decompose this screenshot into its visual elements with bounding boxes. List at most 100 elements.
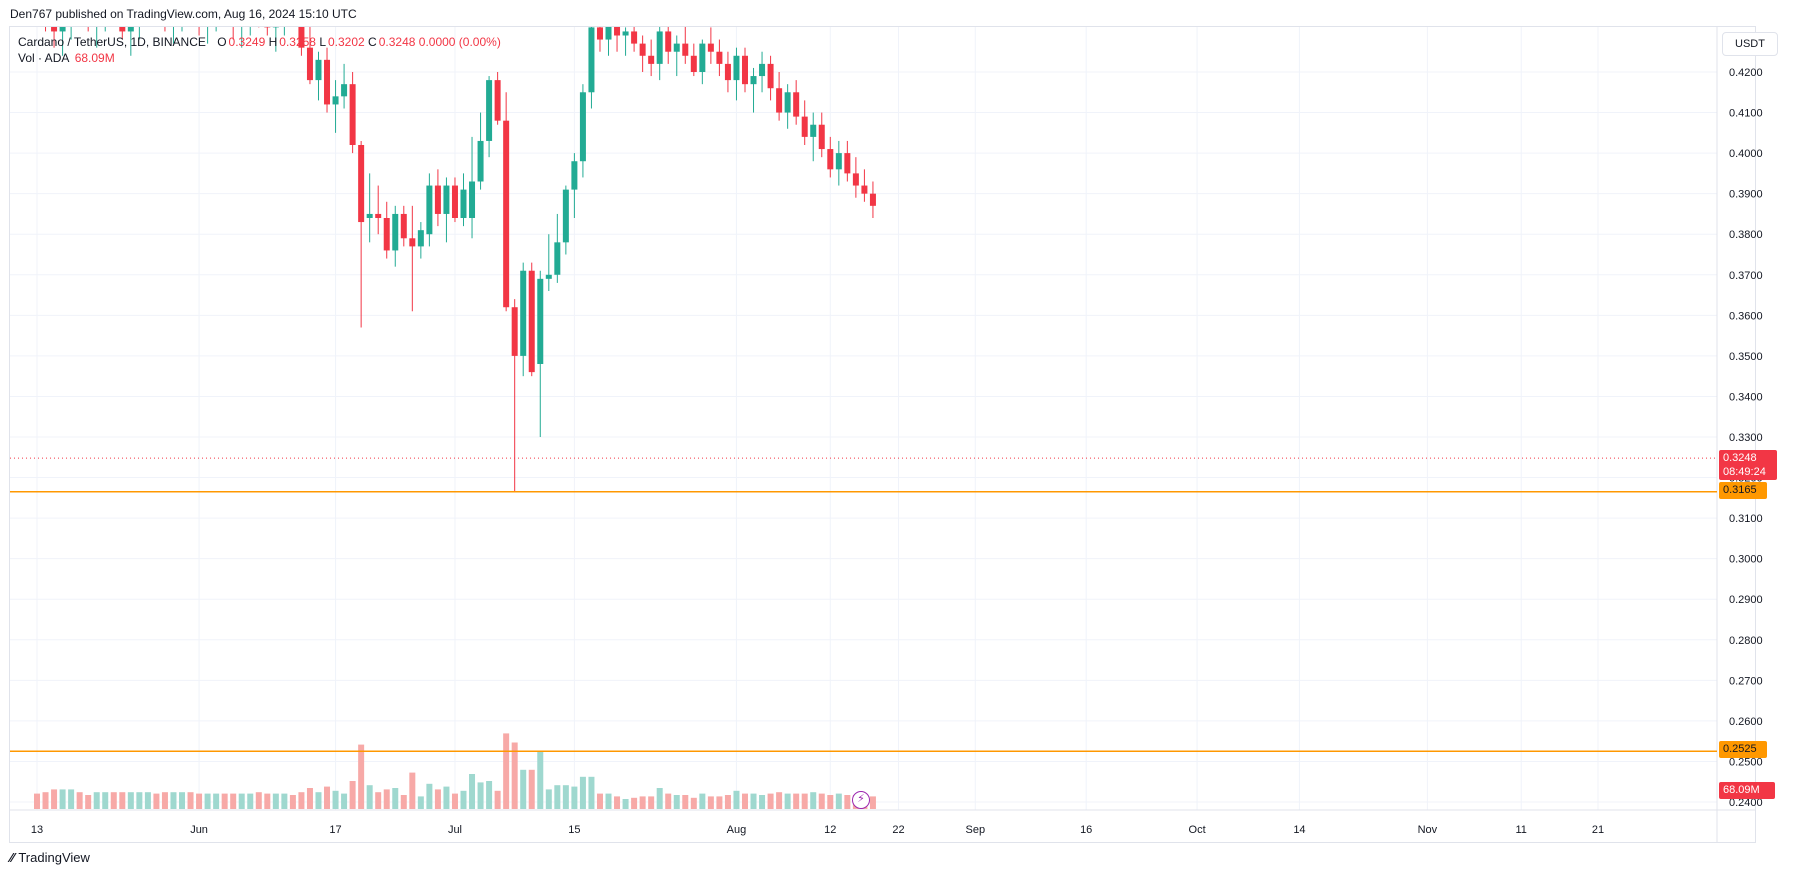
volume-bar [230, 793, 237, 809]
volume-bar [759, 795, 766, 809]
x-tick-label: 17 [329, 824, 341, 836]
volume-bar [93, 792, 100, 809]
candle-body [861, 185, 868, 194]
candle-body [477, 140, 484, 182]
volume-bar [409, 772, 416, 809]
y-tick-label: 0.2400 [1729, 797, 1763, 809]
candle-body [588, 27, 595, 93]
candle-body [332, 96, 339, 105]
candle-body [503, 120, 510, 308]
candle-body [136, 0, 142, 19]
volume-bar [213, 793, 220, 809]
candle-body [443, 185, 450, 214]
open-label: O [217, 35, 227, 49]
volume-bar [648, 796, 655, 809]
volume-bar [750, 793, 757, 809]
volume-bar [136, 792, 143, 809]
volume-bar [588, 776, 595, 809]
candle-body [793, 92, 800, 117]
candle-body [315, 59, 322, 81]
volume-bar [110, 792, 117, 809]
tradingview-logo[interactable]: ⁄⁄ TradingView [10, 850, 90, 865]
volume-bar [272, 793, 279, 809]
volume-bar [392, 788, 399, 809]
y-tick-label: 0.3700 [1729, 270, 1763, 282]
candle-body [835, 153, 842, 170]
volume-bar [281, 793, 288, 809]
currency-button[interactable]: USDT [1722, 32, 1778, 56]
volume-bar [784, 793, 791, 809]
candle-body [77, 0, 83, 7]
x-tick-label: Aug [727, 824, 747, 836]
volume-bar [366, 785, 373, 809]
volume-bar [426, 783, 433, 809]
candle-body [579, 92, 586, 162]
volume-bar [699, 793, 706, 809]
symbol-title[interactable]: Cardano / TetherUS, 1D, BINANCE [18, 35, 206, 49]
candle-body [68, 0, 74, 19]
candle-body [656, 31, 663, 64]
candle-body [750, 76, 757, 85]
y-tick-label: 0.2700 [1729, 675, 1763, 687]
tradingview-logo-text: TradingView [18, 850, 90, 865]
y-tick-label: 0.3000 [1729, 554, 1763, 566]
lightning-icon[interactable]: ⚡ [852, 791, 870, 809]
volume-label[interactable]: Vol · ADA [18, 51, 70, 65]
y-tick-label: 0.2600 [1729, 716, 1763, 728]
candle-body [417, 230, 424, 247]
volume-bar [153, 793, 160, 809]
candle-body [222, 0, 228, 7]
candle-body [690, 55, 697, 72]
y-tick-label: 0.3900 [1729, 189, 1763, 201]
y-tick-label: 0.3100 [1729, 513, 1763, 525]
y-tick-label: 0.3800 [1729, 229, 1763, 241]
volume-bar [59, 789, 66, 809]
volume-bar [460, 790, 467, 809]
y-tick-label: 0.4200 [1729, 67, 1763, 79]
volume-bar [443, 786, 450, 809]
y-tick-label: 0.3500 [1729, 351, 1763, 363]
volume-bar [494, 790, 501, 809]
volume-bar [605, 793, 612, 809]
candle-body [247, 0, 253, 15]
candle-body [170, 7, 176, 15]
volume-bar [801, 793, 808, 809]
candle-body [341, 84, 348, 97]
volume-bar [716, 796, 723, 809]
y-tick-label: 0.2500 [1729, 756, 1763, 768]
y-tick-label: 0.2800 [1729, 635, 1763, 647]
volume-bar [656, 788, 663, 809]
low-value: 0.3202 [328, 35, 365, 49]
candle-body [648, 55, 655, 64]
y-tick-label: 0.3400 [1729, 391, 1763, 403]
volume-bar [221, 793, 228, 809]
candle-body [358, 145, 365, 223]
x-tick-label: Sep [966, 824, 986, 836]
candle-body [605, 27, 612, 40]
candle-body [409, 238, 416, 247]
volume-bar [741, 793, 748, 809]
candle-body [451, 185, 458, 218]
volume-bar [528, 769, 535, 809]
candle-body [665, 31, 672, 52]
ohlc-row: Cardano / TetherUS, 1D, BINANCE O 0.3249 … [18, 34, 501, 50]
candle-body [119, 27, 126, 32]
volume-bar [511, 742, 518, 809]
volume-bar [810, 792, 817, 809]
volume-bar [673, 795, 680, 809]
volume-bar [614, 796, 621, 809]
volume-bar [76, 792, 83, 809]
chart-pane[interactable] [9, 26, 1756, 843]
volume-bar [631, 797, 638, 809]
volume-bar [869, 796, 876, 809]
volume-bar [324, 786, 331, 809]
volume-bar [375, 792, 382, 809]
level-tag-upper: 0.3165 [1719, 482, 1767, 499]
candle-body [349, 84, 356, 145]
volume-bar [562, 785, 569, 809]
volume-bar [298, 792, 305, 809]
volume-bar [554, 785, 561, 809]
volume-bar [51, 789, 58, 809]
volume-bar [690, 797, 697, 809]
